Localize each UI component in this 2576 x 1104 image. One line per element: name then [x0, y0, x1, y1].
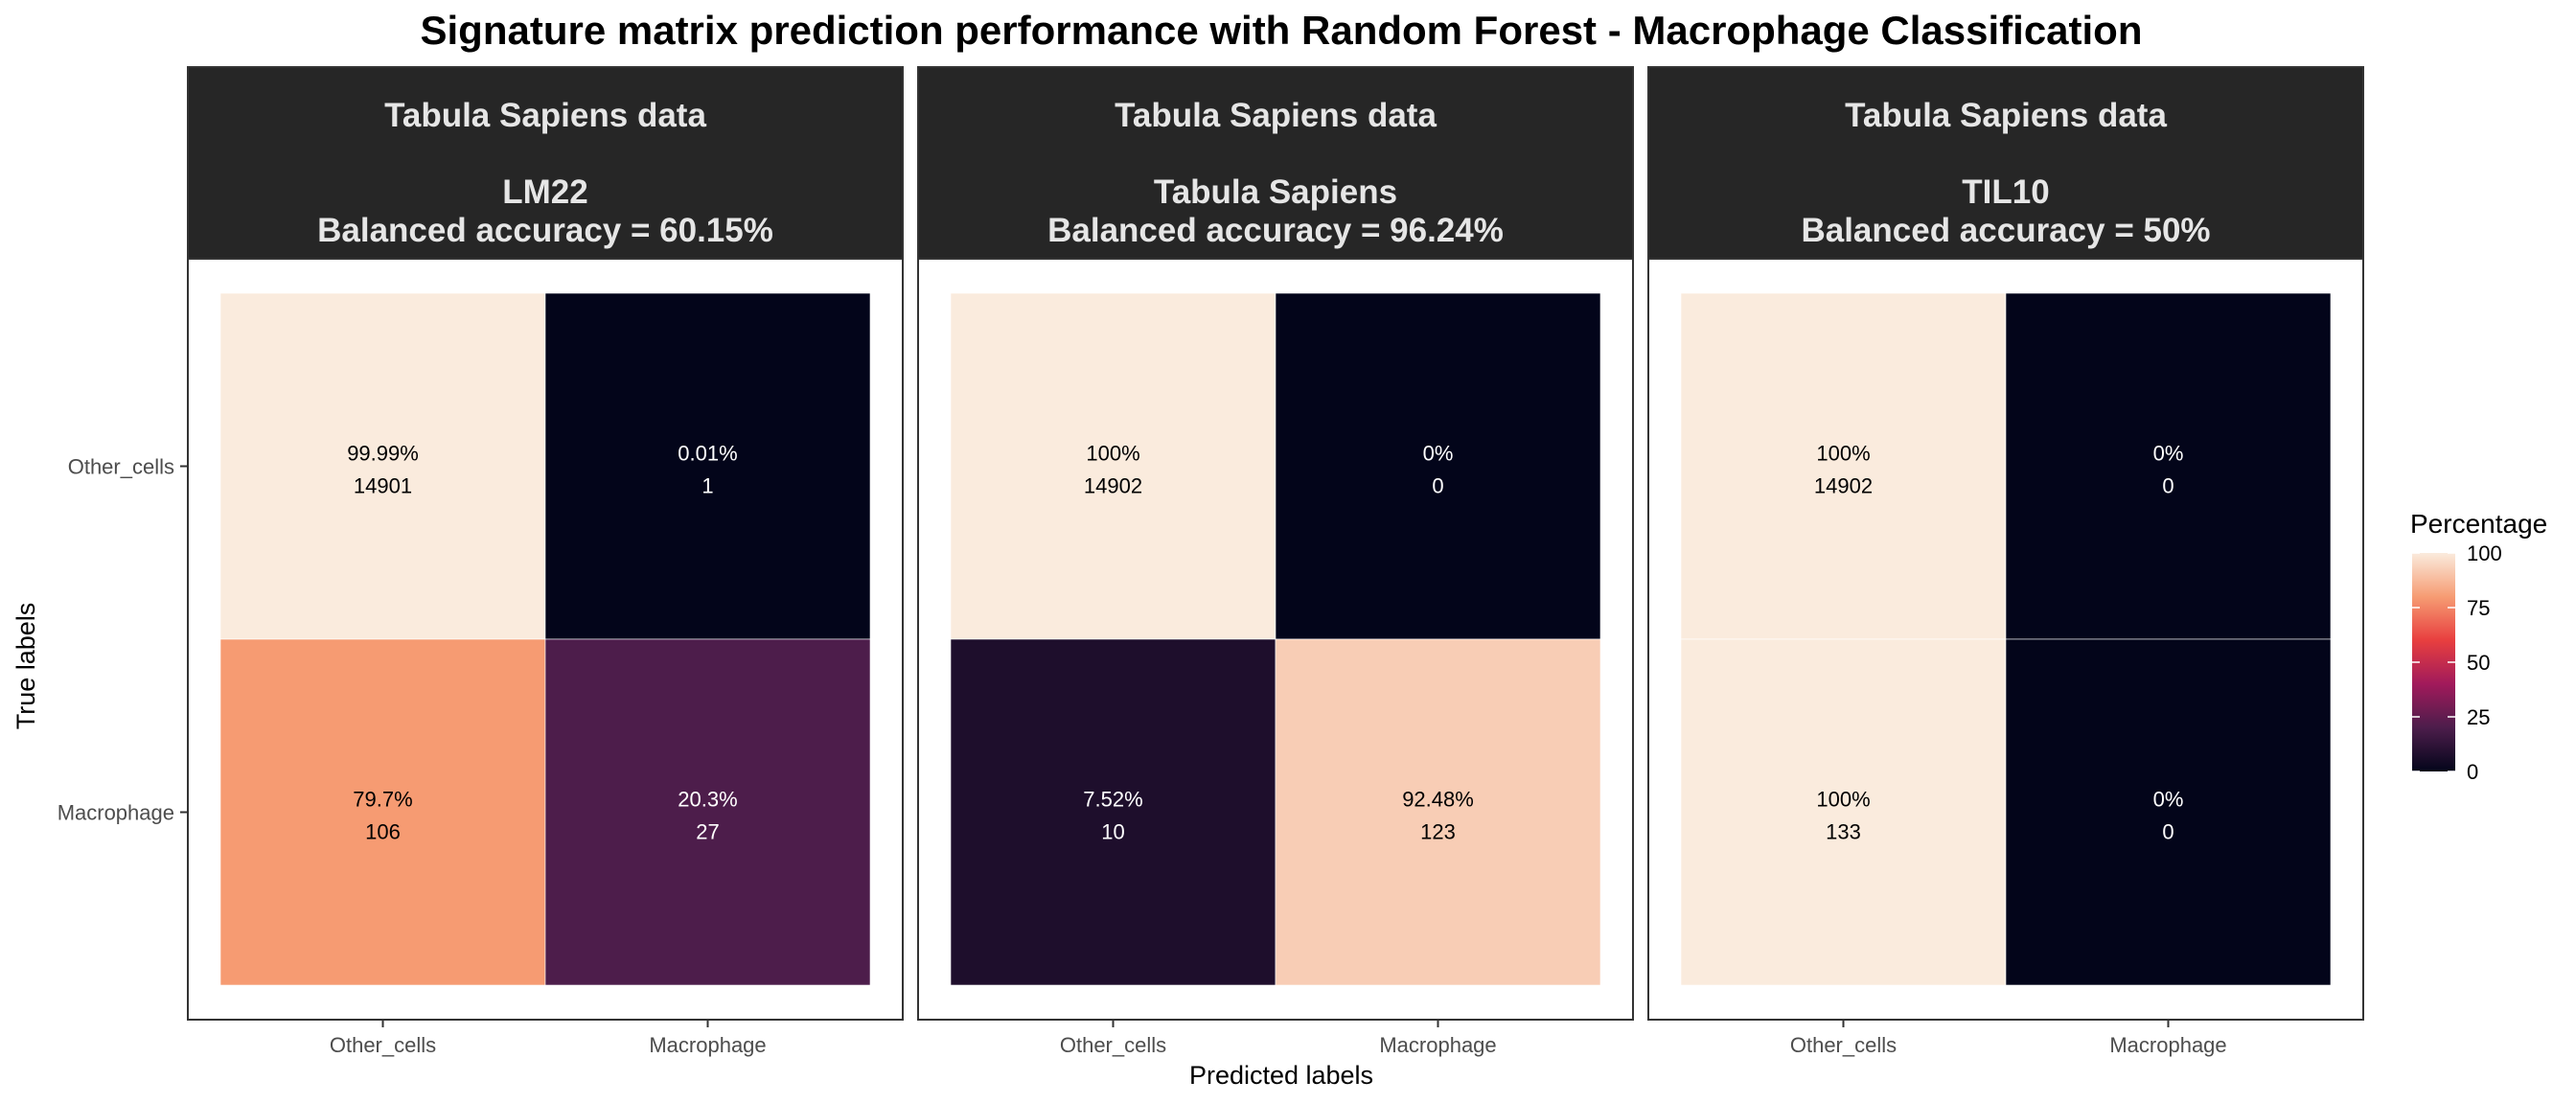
cell-percent-label: 92.48%: [1402, 788, 1474, 812]
cell-count-label: 1: [702, 474, 713, 498]
cell-percent-label: 79.7%: [353, 788, 412, 812]
cell-count-label: 0: [1432, 474, 1443, 498]
y-tick-label: Other_cells: [68, 455, 174, 479]
heatmap-cell: [950, 292, 1276, 640]
x-tick-label: Macrophage: [1379, 1033, 1496, 1057]
chart-title: Signature matrix prediction performance …: [421, 8, 2143, 53]
cell-count-label: 14901: [354, 474, 412, 498]
heatmap-cell: [1275, 292, 1601, 640]
x-tick-label: Other_cells: [1790, 1033, 1897, 1057]
heatmap-cell: [219, 292, 546, 640]
facet-strip-label: Balanced accuracy = 96.24%: [1047, 212, 1504, 249]
cell-percent-label: 100%: [1816, 788, 1870, 812]
facet-strip-label: Tabula Sapiens data: [384, 97, 706, 134]
cell-percent-label: 0.01%: [678, 442, 737, 466]
facet-strip: [917, 66, 1634, 260]
legend-ticks: 0 25 50 75 100: [2412, 541, 2502, 784]
legend-tick-label: 100: [2467, 541, 2502, 565]
heatmap-cell: [1680, 638, 2007, 986]
facet-strip-label: TIL10: [1962, 173, 2049, 211]
facet-strip-label: Balanced accuracy = 60.15%: [317, 212, 773, 249]
x-tick-label: Other_cells: [1060, 1033, 1166, 1057]
cell-count-label: 14902: [1814, 474, 1873, 498]
cell-percent-label: 0%: [1423, 442, 1454, 466]
color-legend: Percentage 0 25 50 75 100: [2410, 509, 2547, 784]
facet-strip-label: Tabula Sapiens: [1154, 173, 1397, 211]
heatmap-cell: [544, 292, 871, 640]
legend-title: Percentage: [2410, 509, 2547, 539]
facet-strip: [187, 66, 904, 260]
y-axis-label: True labels: [12, 603, 40, 730]
x-tick-label: Macrophage: [2109, 1033, 2226, 1057]
heatmap-cell: [2005, 292, 2332, 640]
heatmap-cell: [219, 638, 546, 986]
facet-panel: Tabula Sapiens data Tabula SapiensBalance…: [917, 66, 1634, 1057]
cell-percent-label: 0%: [2153, 788, 2184, 812]
legend-tick-label: 25: [2467, 705, 2490, 729]
cell-percent-label: 0%: [2153, 442, 2184, 466]
x-axis-label: Predicted labels: [1189, 1061, 1373, 1090]
x-tick-label: Macrophage: [649, 1033, 766, 1057]
cell-count-label: 123: [1420, 820, 1456, 844]
legend-tick-label: 75: [2467, 596, 2490, 620]
y-tick-label: Macrophage: [58, 801, 174, 825]
cell-count-label: 27: [696, 820, 719, 844]
facet-strip: [1647, 66, 2364, 260]
heatmap-cell: [950, 638, 1276, 986]
legend-tick-label: 0: [2467, 760, 2478, 784]
cell-percent-label: 100%: [1086, 442, 1139, 466]
heatmap-cell: [1680, 292, 2007, 640]
cell-count-label: 10: [1101, 820, 1124, 844]
cell-count-label: 0: [2162, 820, 2174, 844]
facet-strip-label: Tabula Sapiens data: [1845, 97, 2167, 134]
heatmap-cell: [544, 638, 871, 986]
legend-tick-label: 50: [2467, 651, 2490, 675]
cell-count-label: 106: [365, 820, 401, 844]
facet-strip-label: Tabula Sapiens data: [1115, 97, 1437, 134]
heatmap-cell: [2005, 638, 2332, 986]
x-tick-label: Other_cells: [330, 1033, 436, 1057]
cell-percent-label: 20.3%: [678, 788, 737, 812]
facet-strip-label: LM22: [502, 173, 587, 211]
cell-count-label: 14902: [1084, 474, 1142, 498]
cell-percent-label: 99.99%: [347, 442, 419, 466]
cell-percent-label: 100%: [1816, 442, 1870, 466]
heatmap-cell: [1275, 638, 1601, 986]
cell-percent-label: 7.52%: [1083, 788, 1142, 812]
cell-count-label: 0: [2162, 474, 2174, 498]
cell-count-label: 133: [1826, 820, 1861, 844]
facet-strip-label: Balanced accuracy = 50%: [1801, 212, 2210, 249]
